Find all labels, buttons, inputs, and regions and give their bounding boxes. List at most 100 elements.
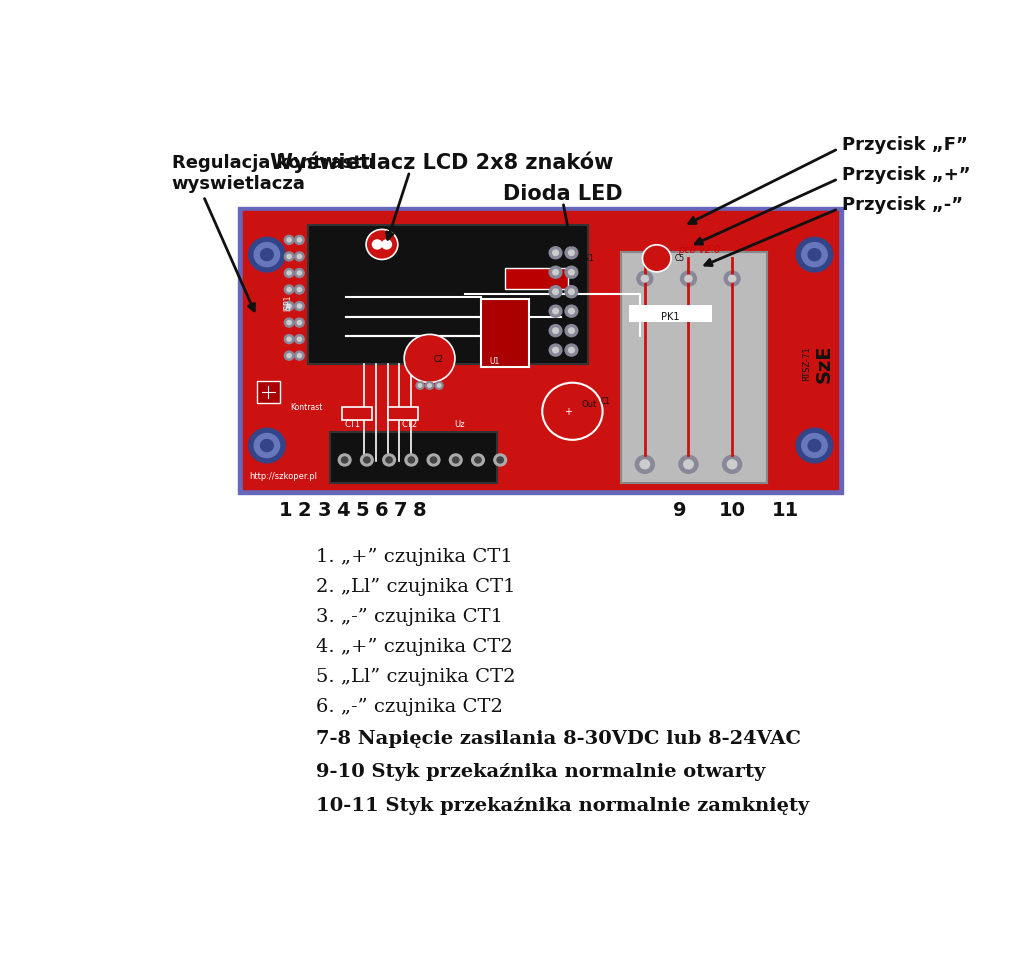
Circle shape [287, 271, 291, 275]
Circle shape [367, 229, 397, 260]
Circle shape [802, 243, 827, 266]
Circle shape [808, 439, 821, 452]
Circle shape [287, 320, 291, 325]
Circle shape [549, 286, 562, 298]
Circle shape [568, 328, 574, 334]
Text: 9: 9 [673, 501, 686, 519]
Text: Uz: Uz [455, 420, 465, 429]
Circle shape [494, 454, 507, 466]
Circle shape [285, 335, 294, 344]
Text: 9-10 Styk przekaźnika normalnie otwarty: 9-10 Styk przekaźnika normalnie otwarty [316, 763, 766, 782]
Text: 5. „Ll” czujnika CT2: 5. „Ll” czujnika CT2 [316, 668, 515, 686]
Text: 10-11 Styk przekaźnika normalnie zamknięty: 10-11 Styk przekaźnika normalnie zamknię… [316, 797, 809, 815]
Circle shape [565, 345, 578, 356]
Circle shape [287, 353, 291, 357]
Bar [257, 381, 281, 403]
Circle shape [360, 454, 373, 466]
Circle shape [549, 325, 562, 337]
Circle shape [285, 351, 294, 360]
Circle shape [565, 305, 578, 317]
Text: Dioda LED: Dioda LED [503, 183, 623, 204]
Text: ISP1: ISP1 [283, 295, 292, 311]
Circle shape [285, 318, 294, 327]
Text: 2. „Ll” czujnika CT1: 2. „Ll” czujnika CT1 [316, 578, 515, 595]
Text: 6. „-” czujnika CT2: 6. „-” czujnika CT2 [316, 698, 503, 716]
Circle shape [797, 237, 833, 272]
Circle shape [723, 455, 741, 473]
Circle shape [297, 255, 301, 259]
Circle shape [364, 457, 370, 463]
Circle shape [728, 275, 735, 282]
Circle shape [295, 335, 304, 344]
Circle shape [297, 238, 301, 242]
Circle shape [295, 318, 304, 327]
Circle shape [435, 382, 443, 389]
Text: C7: C7 [399, 240, 410, 249]
Circle shape [475, 457, 481, 463]
Circle shape [453, 457, 459, 463]
Circle shape [565, 247, 578, 259]
Text: 7: 7 [394, 501, 408, 519]
Text: 3: 3 [317, 501, 331, 519]
Text: +: + [564, 407, 572, 417]
Circle shape [295, 235, 304, 244]
Circle shape [437, 384, 441, 387]
Bar [239, 207, 843, 494]
Text: Przycisk „F”: Przycisk „F” [842, 136, 968, 154]
Circle shape [383, 454, 395, 466]
Circle shape [285, 302, 294, 310]
Circle shape [287, 288, 291, 292]
Text: RTSZ-71: RTSZ-71 [802, 346, 811, 382]
Circle shape [409, 457, 415, 463]
Text: 5: 5 [355, 501, 369, 519]
Circle shape [295, 351, 304, 360]
Circle shape [430, 457, 436, 463]
Circle shape [297, 320, 301, 325]
Circle shape [297, 353, 301, 357]
Circle shape [260, 439, 273, 452]
Circle shape [373, 240, 382, 249]
Circle shape [254, 433, 280, 458]
Circle shape [568, 269, 574, 275]
Text: pcb v2.0: pcb v2.0 [678, 245, 720, 255]
Text: 8: 8 [414, 501, 427, 519]
Bar [331, 431, 497, 483]
Circle shape [724, 271, 740, 286]
Text: C5: C5 [674, 254, 684, 263]
Circle shape [295, 302, 304, 310]
Circle shape [568, 250, 574, 256]
Circle shape [553, 328, 558, 334]
Circle shape [295, 268, 304, 277]
Circle shape [681, 271, 696, 286]
Circle shape [341, 457, 348, 463]
Circle shape [295, 252, 304, 261]
Text: SzE: SzE [814, 345, 834, 384]
Circle shape [404, 335, 455, 383]
Circle shape [568, 308, 574, 314]
Circle shape [808, 249, 821, 261]
Circle shape [382, 240, 391, 249]
Text: Kontrast: Kontrast [291, 403, 323, 412]
Circle shape [285, 285, 294, 294]
Circle shape [637, 271, 652, 286]
Circle shape [727, 460, 737, 468]
Circle shape [642, 245, 671, 272]
Circle shape [426, 382, 433, 389]
Text: http://szkoper.pl: http://szkoper.pl [250, 472, 317, 481]
Circle shape [635, 455, 654, 473]
Circle shape [297, 337, 301, 342]
Bar [629, 305, 713, 321]
Circle shape [338, 454, 351, 466]
Circle shape [404, 454, 418, 466]
Text: 4: 4 [336, 501, 350, 519]
Circle shape [497, 457, 504, 463]
Circle shape [297, 288, 301, 292]
Circle shape [549, 247, 562, 259]
Circle shape [553, 308, 558, 314]
Circle shape [254, 243, 280, 266]
Circle shape [285, 268, 294, 277]
Circle shape [287, 304, 291, 308]
Text: L1: L1 [509, 260, 518, 268]
Text: C2: C2 [433, 355, 443, 364]
Circle shape [797, 428, 833, 463]
